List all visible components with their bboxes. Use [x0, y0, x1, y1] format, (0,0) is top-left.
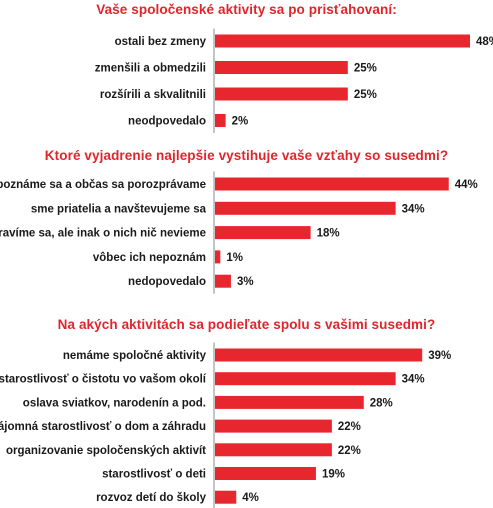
- chart-1-bar: [215, 34, 470, 48]
- chart-1-bar: [215, 114, 226, 127]
- chart-2-value-label: 3%: [237, 276, 254, 288]
- chart-1-category-label: ostali bez zmeny: [115, 36, 207, 48]
- chart-2-value-label: 1%: [226, 252, 243, 264]
- chart-3-value-label: 4%: [242, 492, 259, 504]
- chart-2-bar: [215, 226, 311, 240]
- chart-2-bar: [215, 201, 396, 215]
- chart-3-category-label: starostlivosť o čistotu vo vašom okolí: [0, 374, 207, 386]
- chart-1-value-label: 2%: [232, 116, 249, 128]
- chart-3-value-label: 22%: [338, 421, 361, 433]
- chart-3-category-label: rozvoz detí do školy: [96, 492, 207, 504]
- chart-1-value-label: 25%: [354, 63, 377, 75]
- chart-2-bar: [215, 177, 449, 191]
- chart-3-category-label: oslava sviatkov, narodenín a pod.: [23, 397, 206, 409]
- chart-3-bar: [215, 372, 396, 386]
- chart-3-bar: [215, 419, 332, 433]
- chart-2-category-label: zdravíme sa, ale inak o nich nič nevieme: [0, 228, 206, 240]
- chart-2-category-label: poznáme sa a občas sa porozprávame: [0, 179, 206, 191]
- chart-3-value-label: 22%: [338, 445, 361, 457]
- chart-3-value-label: 34%: [402, 374, 425, 386]
- chart-3-bar: [215, 443, 332, 457]
- chart-1-bar: [215, 61, 348, 74]
- chart-2-bar: [215, 274, 231, 288]
- chart-3-bar: [215, 348, 423, 362]
- chart-1-category-label: rozšírili a skvalitnili: [100, 89, 206, 101]
- chart-3-title: Na akých aktivitách sa podieľate spolu s…: [57, 317, 436, 332]
- chart-1-category-label: neodpovedalo: [128, 116, 206, 128]
- chart-3-bar: [215, 490, 237, 504]
- chart-3-value-label: 19%: [322, 469, 345, 481]
- chart-3-category-label: organizovanie spoločenských aktivít: [6, 445, 206, 457]
- chart-1-value-label: 25%: [354, 89, 377, 101]
- chart-3-category-label: starostlivosť o deti: [102, 469, 206, 481]
- chart-2-title: Ktoré vyjadrenie najlepšie vystihuje vaš…: [44, 148, 449, 163]
- chart-1-title: Vaše spoločenské aktivity sa po prisťaho…: [96, 2, 397, 17]
- chart-2-value-label: 44%: [455, 179, 478, 191]
- chart-1-category-label: zmenšili a obmedzili: [95, 63, 206, 75]
- chart-2-category-label: vôbec ich nepoznám: [93, 252, 206, 264]
- chart-2-category-label: sme priatelia a navštevujeme sa: [31, 203, 207, 215]
- chart-3-bar: [215, 395, 364, 409]
- chart-3-value-label: 39%: [428, 350, 451, 362]
- chart-1-bar: [215, 87, 348, 101]
- chart-2-value-label: 34%: [402, 203, 425, 215]
- chart-3-bar: [215, 467, 316, 480]
- chart-2-value-label: 18%: [317, 228, 340, 240]
- chart-3-category-label: nemáme spoločné aktivity: [63, 350, 207, 362]
- chart-1-value-label: 48%: [476, 36, 493, 48]
- chart-3-value-label: 28%: [370, 397, 393, 409]
- chart-2-bar: [215, 250, 221, 264]
- chart-2-category-label: nedopovedalo: [128, 276, 206, 288]
- chart-3-category-label: vzájomná starostlivosť o dom a záhradu: [0, 421, 206, 433]
